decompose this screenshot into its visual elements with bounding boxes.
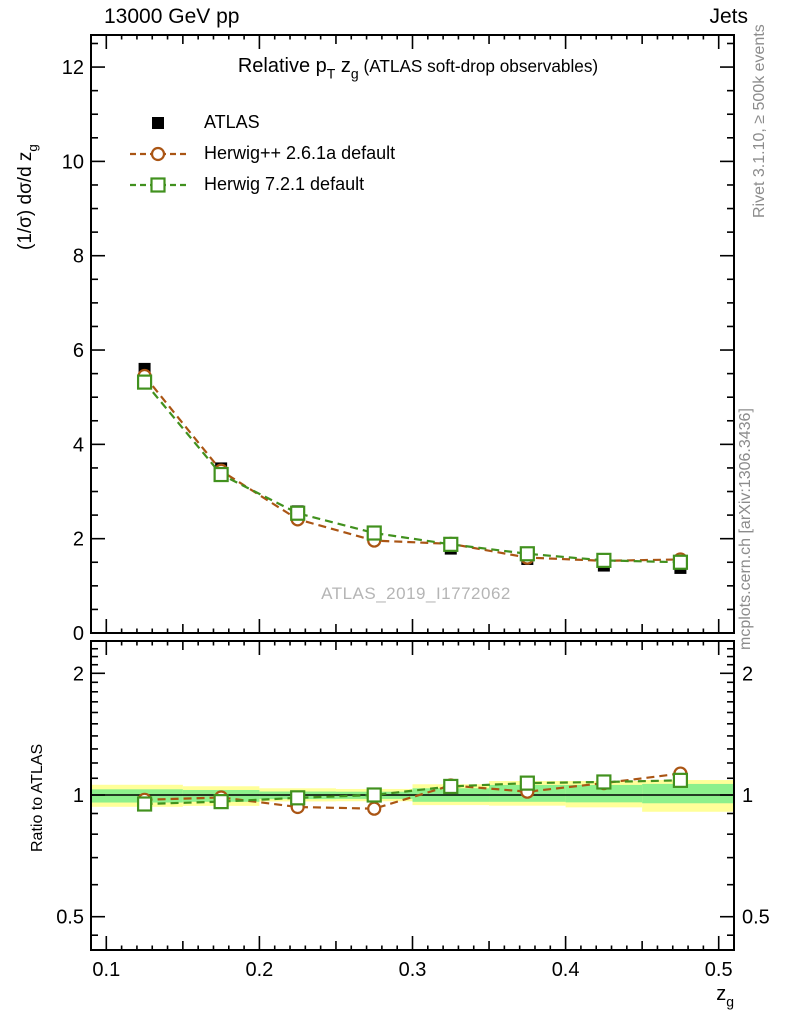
svg-text:1: 1 xyxy=(742,785,753,807)
svg-text:10: 10 xyxy=(62,151,84,173)
svg-text:8: 8 xyxy=(73,246,84,268)
analysis-id-watermark: ATLAS_2019_I1772062 xyxy=(321,584,511,603)
svg-text:0.5: 0.5 xyxy=(705,959,733,981)
ratio-series-herwig7 xyxy=(136,772,689,812)
legend-entry-herwigpp: Herwig++ 2.6.1a default xyxy=(128,138,395,169)
legend: ATLAS Herwig++ 2.6.1a default Herwig 7.2… xyxy=(128,107,395,200)
svg-text:1: 1 xyxy=(73,785,84,807)
svg-text:12: 12 xyxy=(62,57,84,79)
herwig7-marker-icon xyxy=(130,176,188,193)
atlas-marker-icon xyxy=(152,116,164,129)
svg-text:4: 4 xyxy=(73,434,84,456)
svg-text:0.1: 0.1 xyxy=(92,959,120,981)
analysis-category-label: Jets xyxy=(709,5,748,28)
legend-entry-atlas: ATLAS xyxy=(128,107,395,138)
legend-label-herwigpp: Herwig++ 2.6.1a default xyxy=(204,143,396,163)
svg-text:2: 2 xyxy=(73,663,84,685)
legend-label-atlas: ATLAS xyxy=(204,112,260,132)
beam-energy-label: 13000 GeV pp xyxy=(104,5,240,28)
svg-text:0.2: 0.2 xyxy=(245,959,273,981)
svg-text:0: 0 xyxy=(73,623,84,645)
svg-text:6: 6 xyxy=(73,340,84,362)
axis-ticks xyxy=(91,35,734,950)
svg-text:2: 2 xyxy=(73,529,84,551)
plot-title: Relative pT zg (ATLAS soft-drop observab… xyxy=(237,55,599,82)
series-herwig7 xyxy=(136,374,689,570)
legend-label-herwig7: Herwig 7.2.1 default xyxy=(204,174,365,194)
legend-entry-herwig7: Herwig 7.2.1 default xyxy=(128,169,395,200)
svg-text:0.3: 0.3 xyxy=(399,959,427,981)
ratio-uncertainty-bands xyxy=(91,780,734,812)
svg-text:0.5: 0.5 xyxy=(56,907,84,929)
svg-text:0.4: 0.4 xyxy=(552,959,580,981)
svg-text:0.5: 0.5 xyxy=(742,907,770,929)
svg-text:2: 2 xyxy=(742,663,753,685)
herwigpp-marker-icon xyxy=(130,146,188,161)
x-axis-label: zg xyxy=(716,983,734,1010)
